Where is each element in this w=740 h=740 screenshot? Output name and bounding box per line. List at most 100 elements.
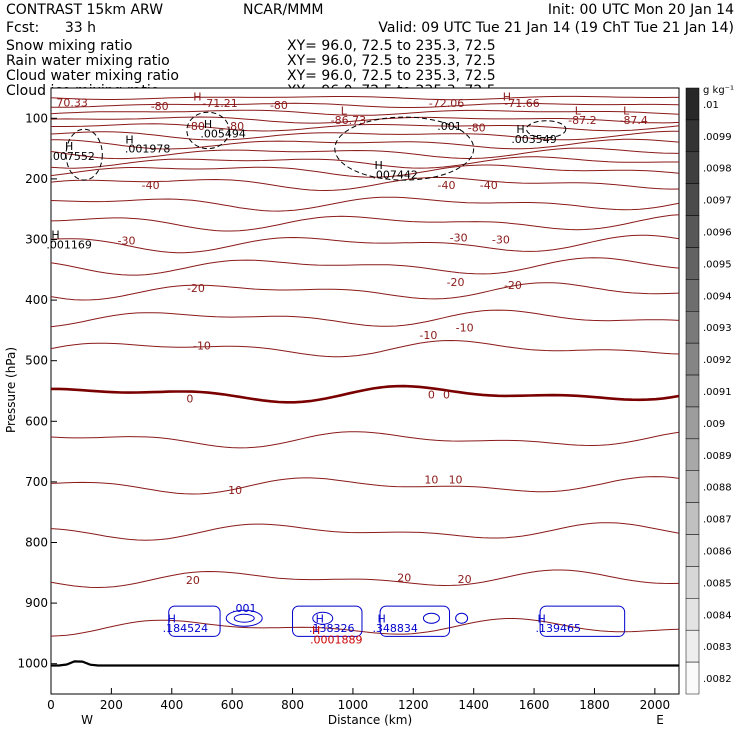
isotherm-line [51, 138, 680, 150]
colorbar-swatch [685, 215, 700, 248]
isotherm-line [50, 196, 680, 212]
isotherm-label: 0 [428, 389, 435, 402]
isotherm-line [50, 569, 680, 589]
x-tick-label: 800 [281, 698, 304, 712]
y-tick-label: 300 [25, 233, 48, 247]
colorbar-tick-label: .0082 [703, 674, 732, 685]
colorbar-unit: g kg⁻¹ [703, 85, 734, 96]
extremum-label: H [125, 134, 133, 147]
isotherm-line [50, 309, 680, 328]
isotherm-line [50, 618, 680, 637]
extremum-label: .0001889 [310, 633, 363, 646]
colorbar-tick-label: .0091 [703, 387, 732, 398]
extremum-label: .348834 [372, 622, 418, 635]
colorbar-tick-label: .0098 [703, 164, 732, 175]
isotherm-label: 10 [449, 473, 463, 486]
extremum-label: .001978 [125, 143, 171, 156]
isotherm-label: -10 [456, 321, 474, 334]
extremum-label: .003549 [511, 133, 557, 146]
contour-labels: -80 -80 -80 -80 -80 -40 -40 -40 -30 -30 -30 -20 -20 -… [46, 90, 648, 646]
colorbar-tick-label: .0088 [703, 483, 732, 494]
colorbar-swatch [685, 438, 700, 471]
colorbar-swatch [685, 470, 700, 503]
snow-ice-contour [65, 128, 103, 181]
snow-ice-contour [526, 120, 567, 139]
isotherm-line [50, 339, 680, 358]
extremum-label: H [537, 612, 545, 625]
colorbar-tick-label: .01 [703, 100, 719, 111]
colorbar-swatch [685, 151, 700, 184]
extremum-label: .005494 [200, 127, 246, 140]
legend-xy: XY= 96.0, 72.5 to 235.3, 72.5 [287, 68, 496, 84]
extremum-label: -71.66 [504, 97, 539, 110]
isotherm-label: 20 [186, 574, 200, 587]
isotherm-label: -40 [480, 179, 498, 192]
isotherm-label: -10 [419, 329, 437, 342]
colorbar-swatch [685, 629, 700, 663]
isotherm-line [50, 257, 680, 276]
colorbar-swatch [685, 502, 700, 535]
y-tick-label: 200 [25, 172, 48, 186]
cloud-water-contour [539, 605, 626, 637]
colorbar-tick-label: .0097 [703, 196, 732, 207]
colorbar-tick-label: .0095 [703, 259, 732, 270]
y-tick-label: 600 [25, 414, 48, 428]
east-label: E [656, 713, 664, 727]
cloud-water-contour [312, 611, 334, 625]
extremum-label: H [312, 624, 320, 637]
isotherm-label: 10 [424, 473, 438, 486]
extremum-label: H [316, 612, 324, 625]
isotherm-label: -80 [187, 120, 205, 133]
extremum-label: .001 [437, 120, 462, 133]
hydrometeor-contours [65, 111, 626, 637]
colorbar-tick-label: .0099 [703, 132, 732, 143]
west-label: W [81, 713, 93, 727]
isotherm-line [50, 116, 680, 124]
colorbar-tick-label: .0084 [703, 610, 732, 621]
colorbar-swatch [685, 374, 700, 408]
extremum-label: 70.33 [56, 97, 88, 110]
y-tick-label: 1000 [17, 657, 48, 671]
x-tick-label: 0 [47, 698, 55, 712]
colorbar-swatch [685, 566, 700, 599]
colorbar-swatch [685, 342, 700, 376]
extremum-label: H [65, 140, 73, 153]
colorbar-swatch [685, 279, 700, 312]
legend-xy: XY= 96.0, 72.5 to 235.3, 72.5 [287, 38, 496, 54]
x-tick-label: 600 [221, 698, 244, 712]
extremum-label: H [168, 612, 176, 625]
colorbar-swatch [685, 406, 700, 440]
isotherm-line [50, 176, 680, 192]
cloud-water-contour [168, 605, 221, 637]
y-axis-title: Pressure (hPa) [4, 347, 18, 433]
cloud-water-contour [292, 605, 363, 637]
y-tick-label: 100 [25, 111, 48, 125]
x-tick-label: 1000 [338, 698, 369, 712]
legend-label: Cloud water mixing ratio [6, 68, 179, 84]
isotherm-line [51, 102, 680, 108]
extremum-label: -72.06 [429, 97, 464, 110]
x-tick-label: 1200 [398, 698, 429, 712]
isotherm-line [50, 164, 680, 178]
isotherm-label: 0 [443, 389, 450, 402]
y-tick-label: 900 [25, 596, 48, 610]
isotherm-line [50, 522, 680, 541]
colorbar-tick-label: .0092 [703, 355, 732, 366]
x-tick-label: 200 [100, 698, 123, 712]
extremum-label: H [374, 159, 382, 172]
colorbar-swatch [685, 534, 700, 567]
colorbar-tick-label: .0094 [703, 291, 732, 302]
colorbar-swatch [685, 183, 700, 216]
isotherm-line [50, 476, 680, 495]
colorbar-swatch [685, 598, 700, 631]
colorbar: .01 .0099 .0098 .0097 .0096 .0095 .0094 .0093 .0… [685, 87, 732, 695]
colorbar-tick-label: .0085 [703, 578, 732, 589]
colorbar-tick-label: .0086 [703, 546, 732, 557]
extremum-label: H [204, 118, 212, 131]
extremum-label: L [341, 104, 348, 117]
isotherm-line [50, 234, 680, 254]
isotherm-line [50, 282, 680, 301]
extremum-label: H [193, 90, 201, 103]
